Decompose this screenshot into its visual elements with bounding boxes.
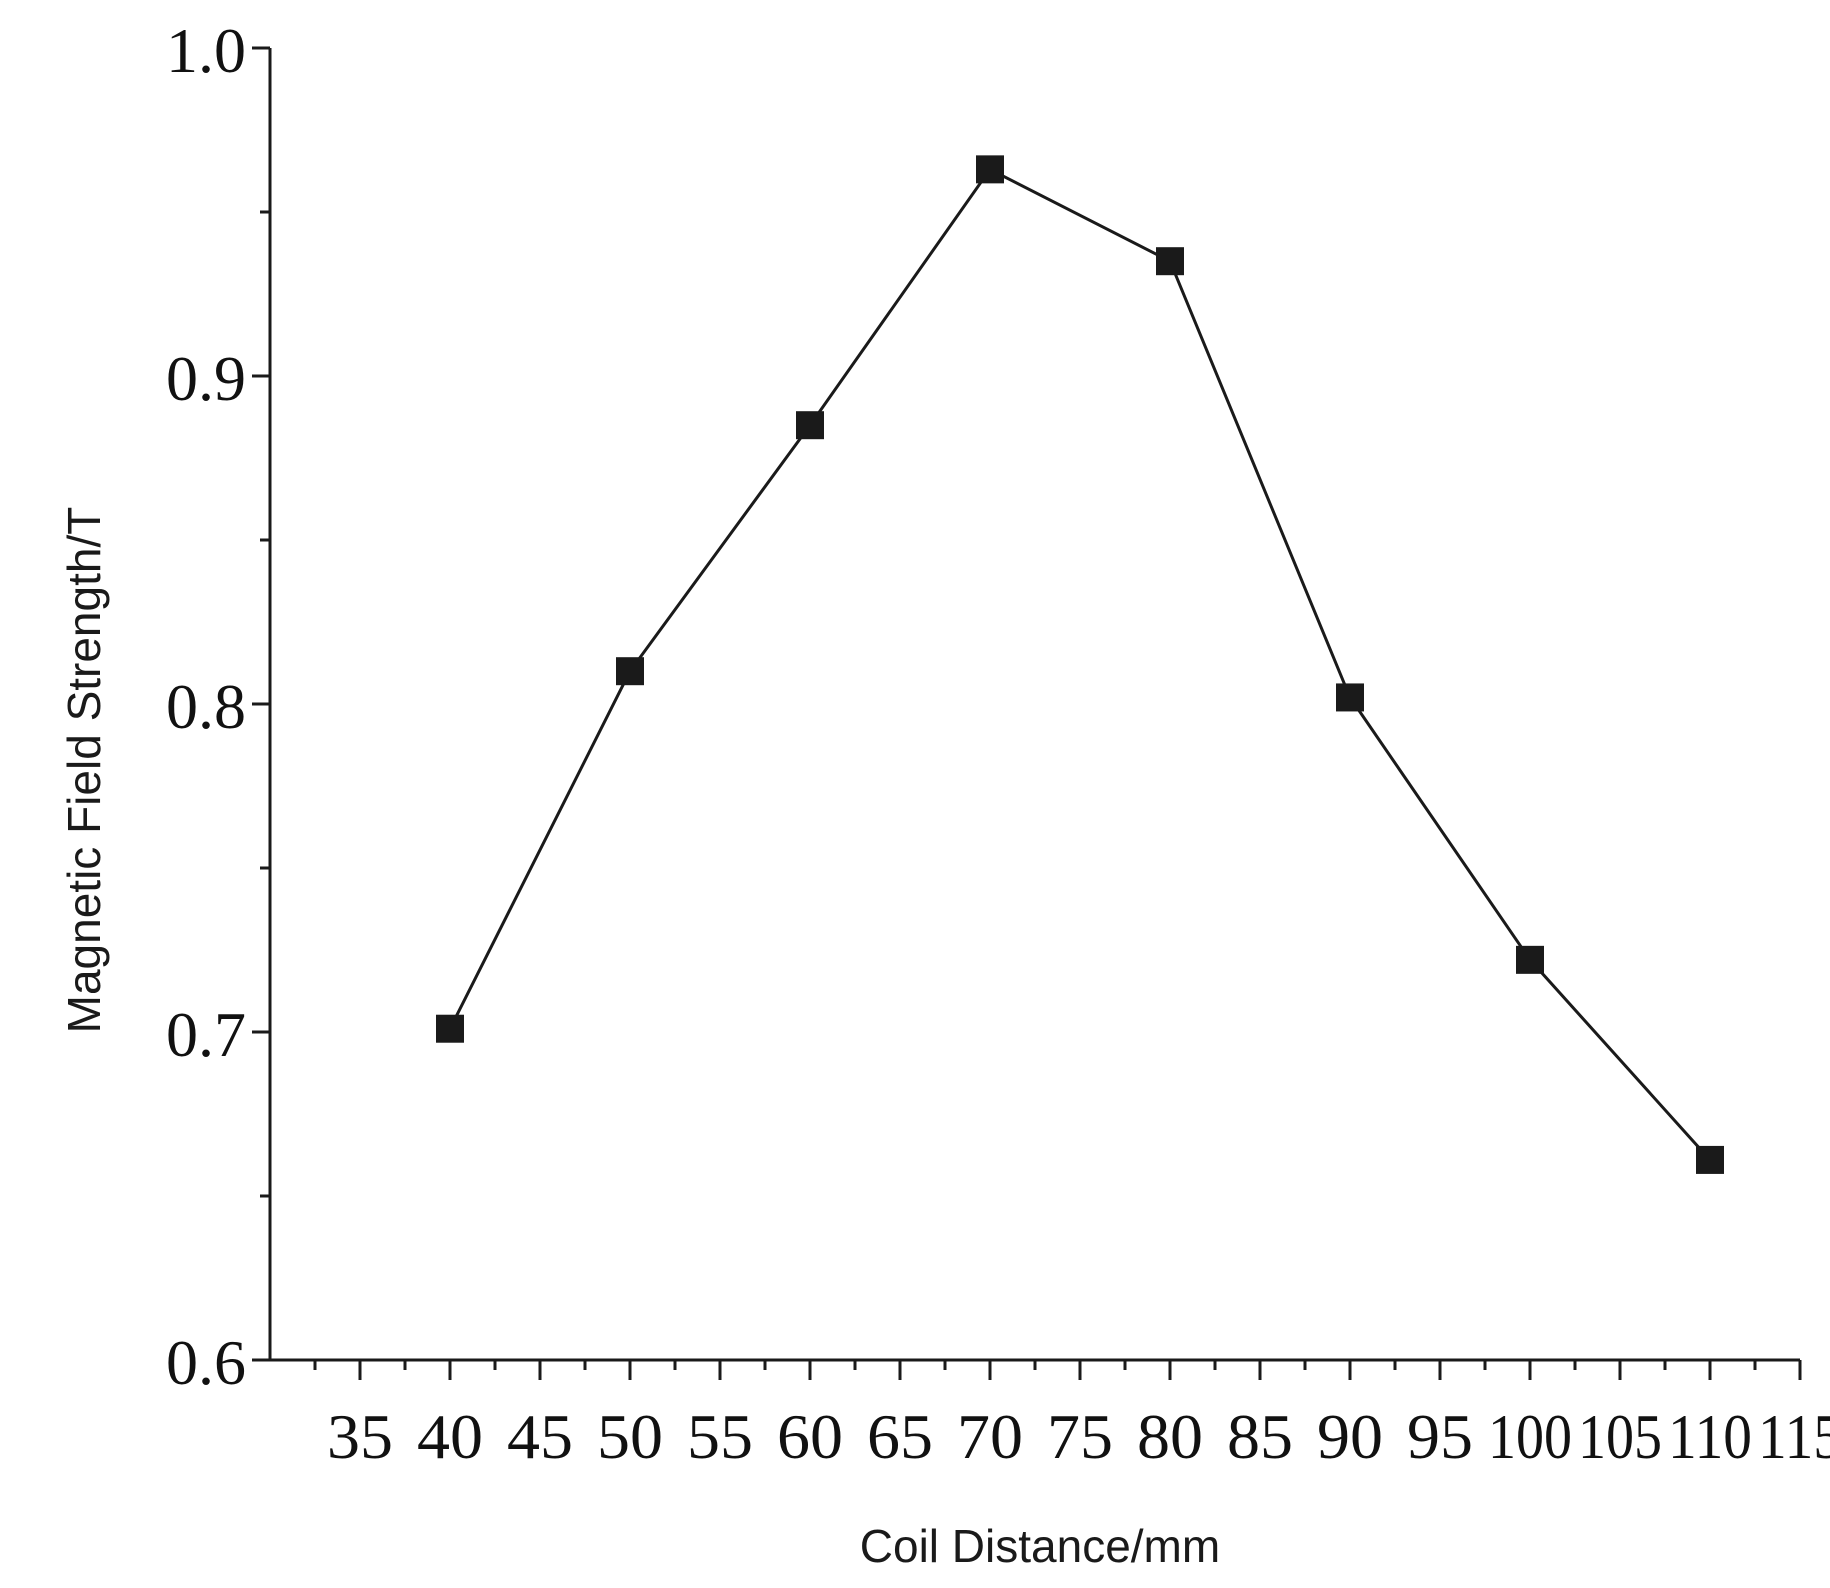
x-tick-label: 105 xyxy=(1578,1401,1662,1472)
data-point-marker xyxy=(1516,945,1544,974)
y-tick-label: 0.9 xyxy=(166,343,246,414)
x-tick-label: 35 xyxy=(327,1401,393,1472)
x-tick-label: 40 xyxy=(417,1401,483,1472)
x-tick-label: 115 xyxy=(1758,1401,1830,1472)
x-tick-label: 75 xyxy=(1047,1401,1113,1472)
series-layer xyxy=(436,155,1724,1174)
x-tick-label: 60 xyxy=(777,1401,843,1472)
x-tick-label: 50 xyxy=(597,1401,663,1472)
data-point-marker xyxy=(1336,683,1364,712)
x-tick-label: 85 xyxy=(1227,1401,1293,1472)
data-point-marker xyxy=(616,657,644,686)
x-tick-label: 70 xyxy=(957,1401,1023,1472)
x-axis-title: Coil Distance/mm xyxy=(860,1520,1220,1572)
chart-axes xyxy=(268,48,1800,1362)
chart-ticks: 0.6 0.7 0.8 0.9 1.0 35 40 45 50 55 60 65 70 75 80 85 90 9… xyxy=(166,15,1830,1472)
x-tick-label: 65 xyxy=(867,1401,933,1472)
data-point-marker xyxy=(1156,247,1184,276)
y-axis-title: Magnetic Field Strength/T xyxy=(58,507,110,1034)
data-point-marker xyxy=(436,1014,464,1043)
data-point-marker xyxy=(976,155,1004,184)
x-tick-label: 110 xyxy=(1668,1401,1752,1472)
y-tick-label: 0.8 xyxy=(166,671,246,742)
x-tick-label: 90 xyxy=(1317,1401,1383,1472)
x-tick-label: 80 xyxy=(1137,1401,1203,1472)
x-tick-label: 45 xyxy=(507,1401,573,1472)
series-line xyxy=(448,167,1712,1161)
data-point-marker xyxy=(1696,1145,1724,1174)
data-point-marker xyxy=(796,411,824,440)
y-tick-label: 0.6 xyxy=(166,1327,246,1398)
y-tick-label: 0.7 xyxy=(166,999,246,1070)
x-tick-label: 55 xyxy=(687,1401,753,1472)
x-tick-label: 100 xyxy=(1488,1401,1572,1472)
x-tick-label: 95 xyxy=(1407,1401,1473,1472)
y-tick-label: 1.0 xyxy=(166,15,246,86)
